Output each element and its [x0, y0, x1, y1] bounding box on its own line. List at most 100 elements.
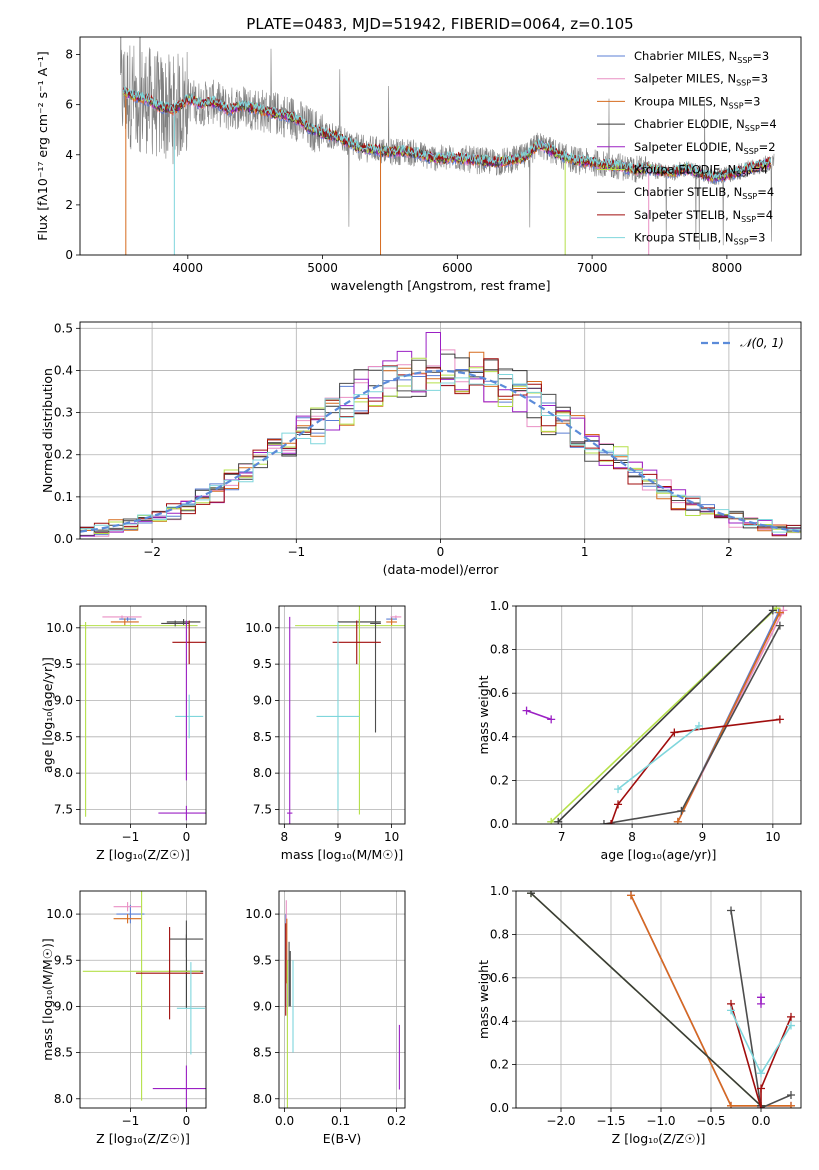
axes-border	[515, 890, 802, 1109]
x-axis-label: Z [log₁₀(Z/Z☉)]	[96, 847, 190, 862]
plot-area	[120, 37, 775, 255]
plot-area	[522, 606, 788, 824]
y-tick-label: 10.0	[245, 907, 272, 921]
axes-frame: −1 0 8.0 8.5 9.0 9.5 10.0 Z [log₁₀(Z/Z☉)] mass […	[40, 890, 207, 1146]
x-tick-label: 9	[334, 830, 342, 844]
x-tick-label: −1	[122, 1114, 140, 1128]
figure-title: PLATE=0483, MJD=51942, FIBERID=0064, z=0…	[246, 15, 633, 33]
y-tick-label: 0.2	[54, 448, 73, 462]
errorbar-point	[332, 620, 381, 665]
x-axis-label: Z [log₁₀(Z/Z☉)]	[612, 1131, 706, 1146]
plot-area	[80, 615, 206, 821]
massweight-line-chabrier-elodie	[530, 892, 762, 1107]
errorbar-point	[136, 927, 204, 1020]
histogram-salpeter-stelib	[80, 358, 801, 539]
massweight-marker	[627, 891, 635, 900]
x-tick-label: 9	[699, 830, 707, 844]
y-tick-label: 1.0	[490, 599, 509, 613]
massweight-marker	[775, 621, 784, 630]
x-tick-label: 8	[628, 830, 636, 844]
massweight-marker	[757, 1084, 765, 1093]
errorbar-point	[390, 615, 402, 619]
x-tick-label: 2	[725, 545, 733, 559]
y-axis-label: mass weight	[476, 675, 491, 754]
axes-frame: −2 −1 0 1 2 0.0 0.1 0.2 0.3 0.4 0.5 (data-model)/er…	[40, 321, 802, 577]
y-tick-label: 9.0	[54, 693, 73, 707]
residuals-histogram-panel: −2 −1 0 1 2 0.0 0.1 0.2 0.3 0.4 0.5 (data-model)/er…	[40, 321, 802, 577]
errorbar-point	[119, 616, 136, 622]
errorbar-point	[158, 805, 206, 821]
massweight-marker	[670, 728, 679, 737]
y-tick-label: 0.8	[490, 643, 509, 657]
y-tick-label: 8.0	[54, 766, 73, 780]
errorbar-point	[172, 620, 206, 665]
errorbar-point	[295, 606, 405, 815]
x-tick-label: 8000	[712, 261, 743, 275]
x-axis-label: Z [log₁₀(Z/Z☉)]	[96, 1131, 190, 1146]
massweight-line-chabrier-stelib	[730, 910, 792, 1108]
legend-label: 𝒩(0, 1)	[740, 336, 784, 350]
x-tick-label: 0.0	[275, 1114, 294, 1128]
massweight-marker	[775, 608, 784, 617]
legend-label: Chabrier ELODIE, NSSP=4	[634, 117, 777, 133]
y-tick-label: 9.5	[54, 657, 73, 671]
massweight-marker	[554, 817, 563, 824]
massweight-marker	[787, 1090, 795, 1099]
x-axis-label: E(B-V)	[323, 1131, 362, 1146]
legend-label: Chabrier MILES, NSSP=3	[634, 49, 769, 65]
massweight-marker	[757, 1069, 765, 1078]
y-tick-label: 9.5	[253, 953, 272, 967]
massweight-marker	[768, 606, 777, 615]
legend-label: Salpeter STELIB, NSSP=4	[634, 208, 773, 224]
axes-border	[79, 321, 802, 540]
errorbar-point	[110, 618, 139, 626]
errorbar-point	[116, 904, 145, 924]
y-tick-label: 9.5	[54, 953, 73, 967]
mass-vs-ebv-panel: 0.0 0.1 0.2 8.0 8.5 9.0 9.5 10.0 E(B-V)	[245, 890, 406, 1146]
massweight-vs-metallicity-panel: −2.0 −1.5 −1.0 −0.5 0.0 0.0 0.2 0.4 0.6 0.8 1.0 Z […	[476, 884, 802, 1146]
x-tick-label: 4000	[173, 261, 204, 275]
massweight-line-kroupa-stelib	[617, 725, 700, 790]
x-tick-label: 0	[183, 830, 191, 844]
axes-frame: 7 8 9 10 0.0 0.2 0.4 0.6 0.8 1.0 age [log₁₀(age/yr…	[476, 599, 802, 862]
spectrum-panel: 4000 5000 6000 7000 8000 0 2 4 6 8 wavelength [Ang…	[35, 36, 802, 293]
massweight-marker	[727, 1101, 735, 1108]
axes-border	[79, 890, 207, 1109]
y-tick-label: 7.5	[54, 802, 73, 816]
x-tick-label: 8	[281, 830, 289, 844]
errorbar-point	[370, 606, 381, 733]
y-tick-label: 0.6	[490, 686, 509, 700]
massweight-line-chabrier-elodie	[557, 609, 774, 823]
plot-area	[82, 891, 206, 1108]
y-tick-label: 8.5	[54, 1046, 73, 1060]
y-tick-label: 0.3	[54, 406, 73, 420]
axes-frame: −1 0 7.5 8.0 8.5 9.0 9.5 10.0 Z [log₁₀(Z/Z☉)] age…	[40, 605, 207, 862]
massweight-marker	[694, 721, 703, 730]
massweight-line-salpeter-elodie	[526, 709, 552, 721]
y-tick-label: 0.0	[54, 532, 73, 546]
y-tick-label: 0.4	[490, 730, 509, 744]
massweight-marker	[787, 1101, 795, 1108]
axes-frame: −2.0 −1.5 −1.0 −0.5 0.0 0.0 0.2 0.4 0.6 0.8 1.0 Z […	[476, 884, 802, 1146]
x-tick-label: −1.5	[596, 1114, 625, 1128]
histogram-kroupa-stelib	[80, 366, 801, 539]
y-tick-label: 0.8	[490, 927, 509, 941]
axes-frame: 4000 5000 6000 7000 8000 0 2 4 6 8 wavelength [Ang…	[35, 36, 802, 293]
massweight-marker	[614, 800, 623, 809]
errorbar-point	[161, 620, 190, 627]
y-axis-label: age [log₁₀(age/yr)]	[40, 657, 55, 773]
axes-frame: 8 9 10 7.5 8.0 8.5 9.0 9.5 10.0 mass [log₁₀(M/M☉)…	[245, 605, 406, 862]
x-tick-label: 6000	[442, 261, 473, 275]
errorbar-point	[113, 902, 142, 912]
x-tick-label: 0.2	[387, 1114, 406, 1128]
axes-border	[79, 605, 207, 825]
x-tick-label: 0.0	[751, 1114, 770, 1128]
y-tick-label: 6	[65, 98, 73, 112]
age-vs-metallicity-panel: −1 0 7.5 8.0 8.5 9.0 9.5 10.0 Z [log₁₀(Z/Z☉)] age…	[40, 605, 207, 862]
y-tick-label: 8.0	[54, 1092, 73, 1106]
y-tick-label: 7.5	[253, 802, 272, 816]
massweight-line-salpeter-stelib	[610, 718, 780, 824]
y-axis-label: Normed distribution	[40, 368, 55, 493]
y-axis-label: Flux [fλ10⁻¹⁷ erg cm⁻² s⁻¹ A⁻¹]	[35, 51, 50, 240]
x-tick-label: −1	[287, 545, 305, 559]
